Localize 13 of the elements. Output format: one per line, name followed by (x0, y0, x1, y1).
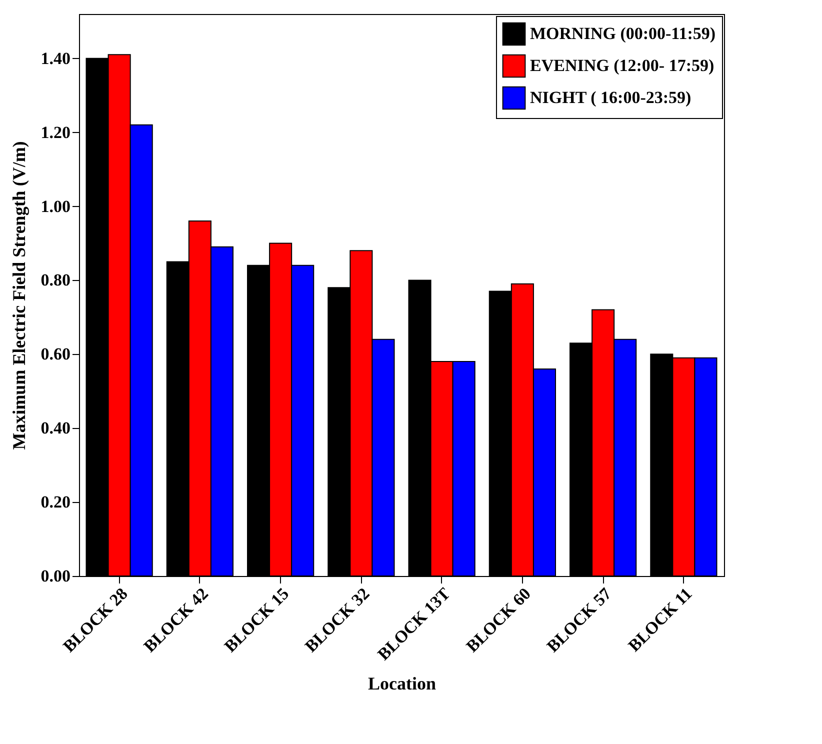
y-axis-title: Maximum Electric Field Strength (V/m) (8, 141, 29, 450)
legend-label: MORNING (00:00-11:59) (530, 24, 716, 43)
y-tick-label: 0.20 (40, 492, 70, 512)
y-tick-label: 1.00 (40, 196, 70, 216)
y-tick-label: 0.00 (40, 566, 70, 586)
y-tick-label: 0.40 (40, 418, 70, 438)
legend-label: NIGHT ( 16:00-23:59) (530, 88, 692, 107)
y-tick-label: 1.20 (40, 122, 70, 142)
legend-label: EVENING (12:00- 17:59) (530, 56, 714, 75)
x-axis-title: Location (368, 673, 436, 694)
y-tick-label: 1.40 (40, 48, 70, 68)
y-tick-label: 0.80 (40, 270, 70, 290)
y-tick-label: 0.60 (40, 344, 70, 364)
